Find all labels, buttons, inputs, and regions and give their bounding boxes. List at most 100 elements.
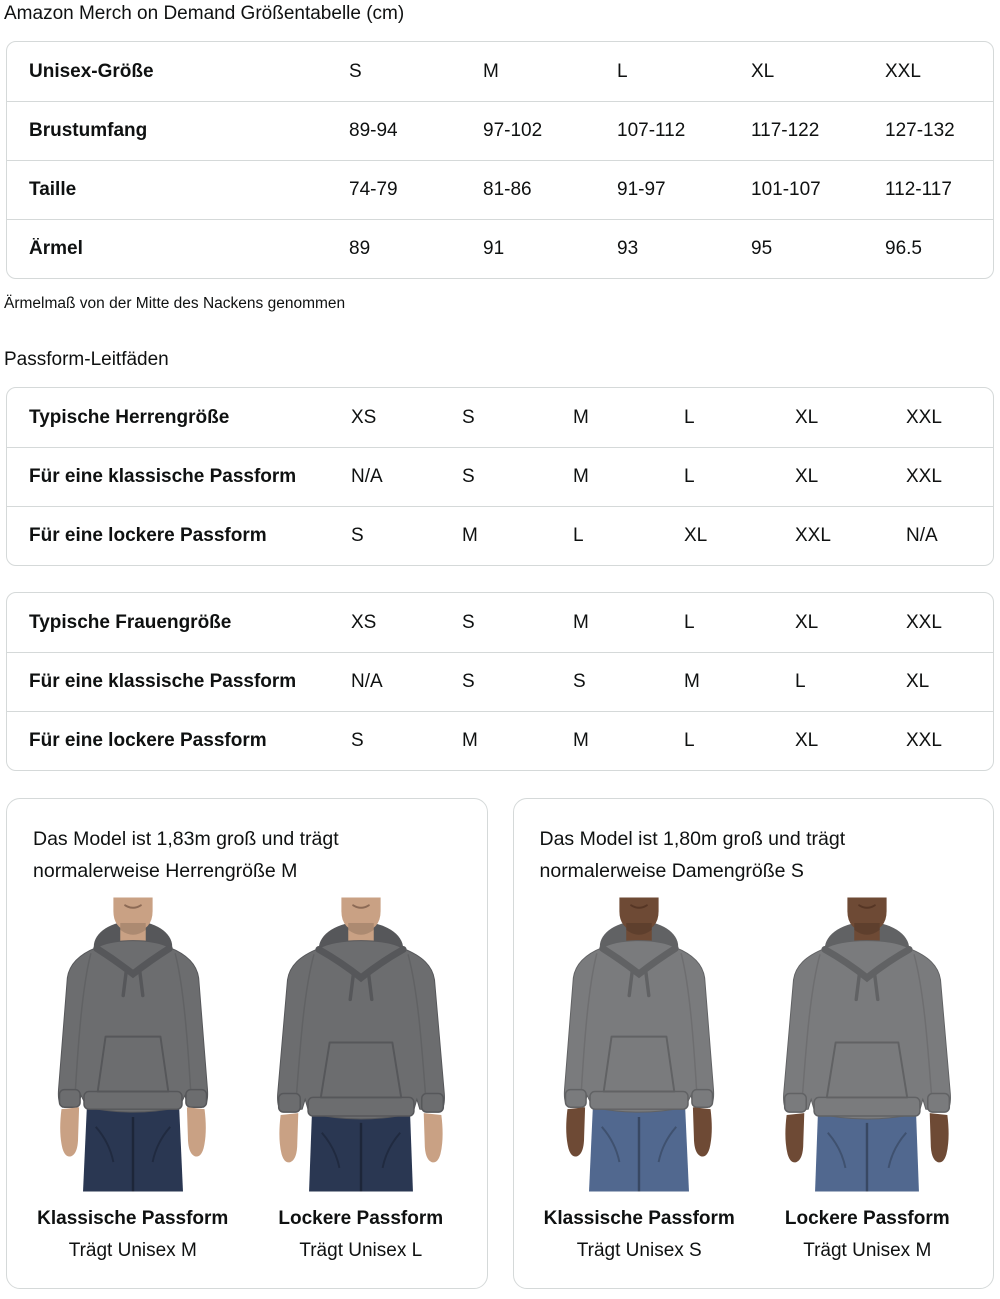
fit-caption: Lockere Passform bbox=[784, 1208, 950, 1229]
cell-value: XS bbox=[351, 611, 377, 633]
cell-value: 101-107 bbox=[751, 179, 821, 200]
cell-value: XXL bbox=[906, 611, 942, 633]
row-label: Brustumfang bbox=[29, 120, 148, 141]
cell-value: L bbox=[684, 611, 695, 633]
table-row: Unisex-Größe S M L XL XXL bbox=[7, 42, 993, 101]
row-label: Für eine klassische Passform bbox=[29, 466, 297, 487]
cell-value: S bbox=[351, 525, 364, 546]
model-figures: Klassische Passform Trägt Unisex M Locke… bbox=[27, 897, 467, 1262]
row-label: Für eine klassische Passform bbox=[29, 671, 297, 692]
table-row: Taille 74-79 81-86 91-97 101-107 112-117 bbox=[7, 160, 993, 219]
men-fit-table: Typische Herrengröße XS S M L XL XXL Für… bbox=[6, 387, 994, 566]
cell-value: 97-102 bbox=[483, 120, 543, 141]
cell-value: XXL bbox=[906, 406, 942, 428]
cell-value: M bbox=[573, 730, 589, 751]
table-row: Typische Frauengröße XS S M L XL XXL bbox=[7, 593, 993, 652]
fit-caption: Klassische Passform bbox=[543, 1208, 735, 1229]
cell-value: 74-79 bbox=[349, 179, 398, 200]
row-label: Ärmel bbox=[29, 238, 83, 259]
cell-value: M bbox=[483, 60, 499, 82]
size-caption: Trägt Unisex L bbox=[299, 1240, 423, 1261]
model-card-men: Das Model ist 1,83m groß und trägt norma… bbox=[6, 798, 488, 1289]
cell-value: 127-132 bbox=[885, 120, 955, 141]
cell-value: S bbox=[349, 60, 362, 82]
fit-guides-heading: Passform-Leitfäden bbox=[4, 349, 169, 370]
model-figure-classic: Klassische Passform Trägt Unisex S bbox=[538, 897, 740, 1262]
male-model-classic-fit-photo bbox=[35, 897, 231, 1192]
cell-value: M bbox=[573, 611, 589, 633]
sleeve-measure-note: Ärmelmaß von der Mitte des Nackens genom… bbox=[4, 295, 346, 312]
cell-value: S bbox=[462, 611, 475, 633]
model-cards: Das Model ist 1,83m groß und trägt norma… bbox=[6, 798, 994, 1289]
cell-value: XL bbox=[795, 466, 819, 487]
cell-value: 81-86 bbox=[483, 179, 532, 200]
row-label: Taille bbox=[29, 179, 77, 200]
cell-value: S bbox=[351, 730, 364, 751]
cell-value: M bbox=[684, 671, 700, 692]
cell-value: N/A bbox=[906, 525, 938, 546]
cell-value: XL bbox=[795, 730, 819, 751]
cell-value: M bbox=[462, 525, 478, 546]
female-model-loose-fit-photo bbox=[769, 897, 965, 1192]
table-row: Für eine klassische Passform N/A S S M L… bbox=[7, 652, 993, 711]
row-label: Für eine lockere Passform bbox=[29, 730, 267, 751]
page-title: Amazon Merch on Demand Größentabelle (cm… bbox=[4, 3, 405, 24]
model-figure-classic: Klassische Passform Trägt Unisex M bbox=[32, 897, 234, 1262]
cell-value: 93 bbox=[617, 238, 639, 259]
model-figure-loose: Lockere Passform Trägt Unisex M bbox=[766, 897, 968, 1262]
cell-value: M bbox=[573, 466, 589, 487]
male-model-loose-fit-photo bbox=[263, 897, 459, 1192]
cell-value: L bbox=[795, 671, 806, 692]
cell-value: L bbox=[573, 525, 584, 546]
fit-caption: Lockere Passform bbox=[278, 1208, 444, 1229]
cell-value: L bbox=[684, 466, 695, 487]
model-figure-loose: Lockere Passform Trägt Unisex L bbox=[260, 897, 462, 1262]
table-row: Für eine klassische Passform N/A S M L X… bbox=[7, 447, 993, 506]
cell-value: 89 bbox=[349, 238, 371, 259]
cell-value: S bbox=[462, 466, 475, 487]
female-model-classic-fit-photo bbox=[541, 897, 737, 1192]
fit-caption: Klassische Passform bbox=[37, 1208, 229, 1229]
cell-value: M bbox=[462, 730, 478, 751]
cell-value: XS bbox=[351, 406, 377, 428]
cell-value: 95 bbox=[751, 238, 773, 259]
table-row: Für eine lockere Passform S M M L XL XXL bbox=[7, 711, 993, 770]
women-fit-table: Typische Frauengröße XS S M L XL XXL Für… bbox=[6, 592, 994, 771]
cell-value: XL bbox=[906, 671, 930, 692]
cell-value: XL bbox=[751, 60, 775, 82]
model-figures: Klassische Passform Trägt Unisex S Locke… bbox=[534, 897, 974, 1262]
cell-value: 107-112 bbox=[617, 120, 686, 141]
model-card-women: Das Model ist 1,80m groß und trägt norma… bbox=[512, 798, 994, 1289]
row-label: Für eine lockere Passform bbox=[29, 525, 267, 546]
cell-value: N/A bbox=[351, 466, 383, 487]
cell-value: M bbox=[573, 406, 589, 428]
cell-value: XXL bbox=[885, 60, 921, 82]
cell-value: 91 bbox=[483, 238, 505, 259]
cell-value: S bbox=[573, 671, 586, 692]
cell-value: S bbox=[462, 671, 475, 692]
cell-value: XXL bbox=[795, 525, 831, 546]
size-caption: Trägt Unisex M bbox=[803, 1240, 932, 1261]
row-label: Unisex-Größe bbox=[29, 60, 154, 82]
cell-value: 96.5 bbox=[885, 238, 922, 259]
model-card-heading: Das Model ist 1,80m groß und trägt norma… bbox=[539, 828, 846, 882]
cell-value: 117-122 bbox=[751, 120, 820, 141]
cell-value: 89-94 bbox=[349, 120, 398, 141]
cell-value: L bbox=[617, 60, 628, 82]
cell-value: XXL bbox=[906, 466, 942, 487]
cell-value: XL bbox=[684, 525, 708, 546]
table-row: Für eine lockere Passform S M L XL XXL N… bbox=[7, 506, 993, 565]
cell-value: L bbox=[684, 730, 695, 751]
table-row: Typische Herrengröße XS S M L XL XXL bbox=[7, 388, 993, 447]
cell-value: XXL bbox=[906, 730, 942, 751]
size-caption: Trägt Unisex S bbox=[576, 1240, 702, 1261]
model-card-heading: Das Model ist 1,83m groß und trägt norma… bbox=[33, 828, 339, 882]
cell-value: N/A bbox=[351, 671, 383, 692]
table-row: Brustumfang 89-94 97-102 107-112 117-122… bbox=[7, 101, 993, 160]
row-label: Typische Herrengröße bbox=[29, 406, 230, 428]
unisex-size-table: Unisex-Größe S M L XL XXL Brustumfang 89… bbox=[6, 41, 994, 279]
cell-value: L bbox=[684, 406, 695, 428]
cell-value: S bbox=[462, 406, 475, 428]
row-label: Typische Frauengröße bbox=[29, 611, 232, 633]
